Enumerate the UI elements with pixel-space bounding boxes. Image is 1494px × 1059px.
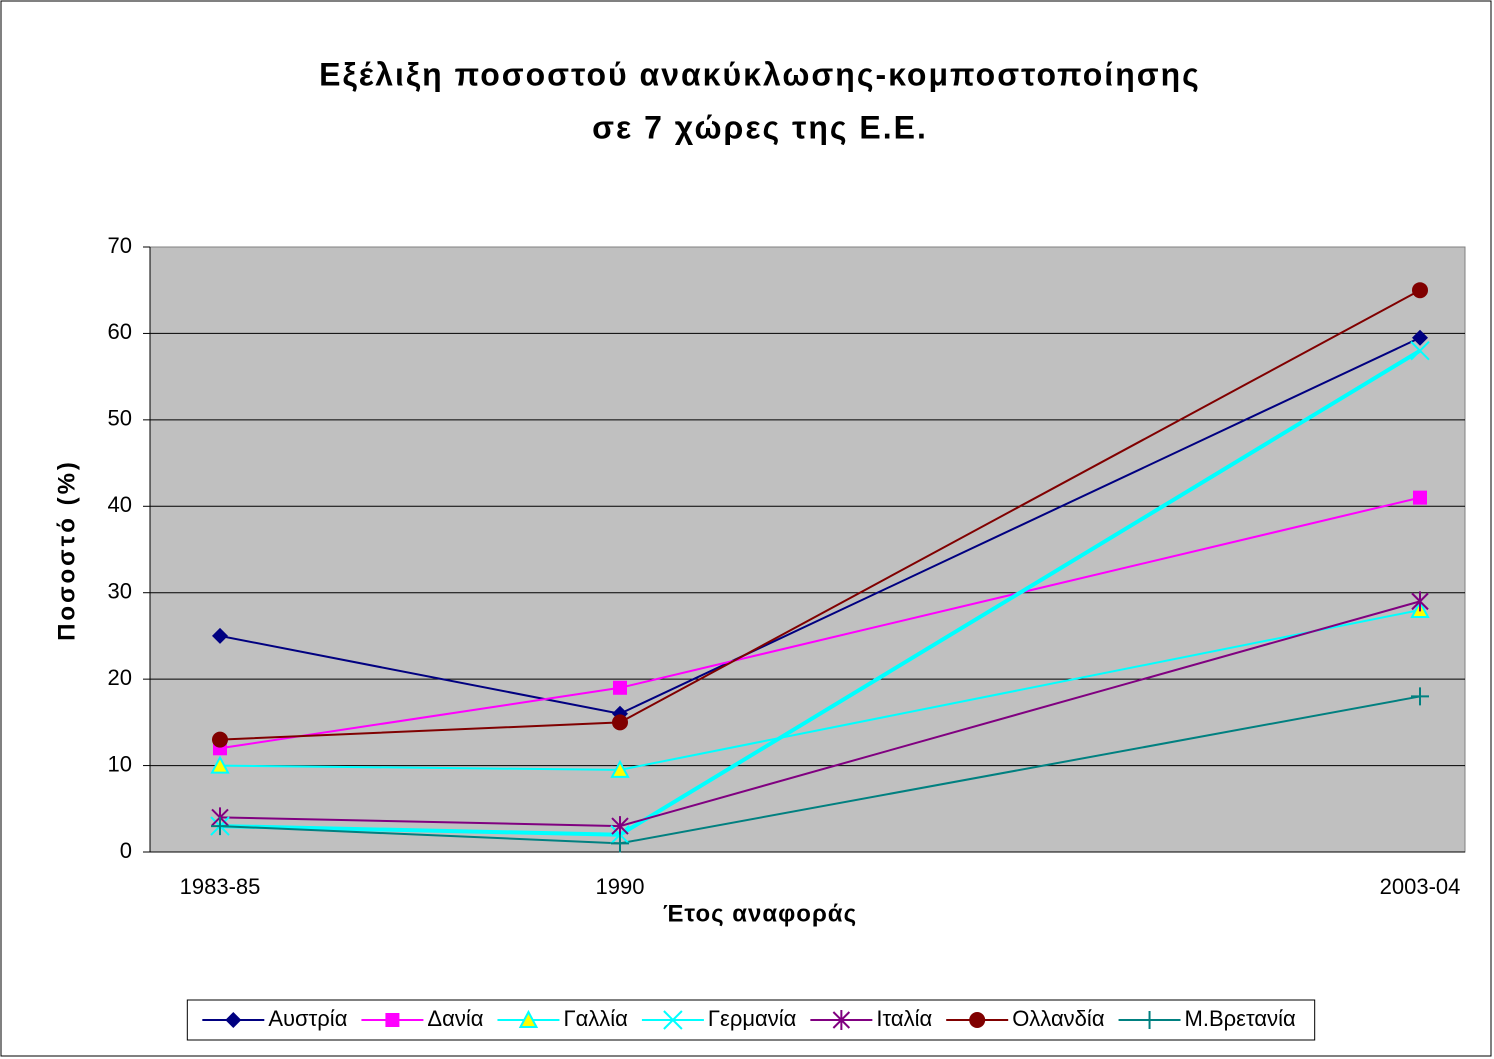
- plot: 0 10 20 30 40 50 60 70 1983-85 1990 2003-04 Αυστρία…: [108, 233, 1465, 1041]
- marker: [210, 755, 230, 774]
- x-tick-label: 1990: [596, 874, 645, 899]
- marker: [1410, 341, 1430, 361]
- legend-label: Γαλλία: [563, 1006, 628, 1031]
- legend-label: Μ.Βρετανία: [1185, 1006, 1296, 1031]
- marker: [612, 714, 628, 731]
- marker: [611, 816, 629, 837]
- x-tick-label: 2003-04: [1380, 874, 1461, 899]
- marker: [1412, 282, 1428, 299]
- marker: [1412, 329, 1428, 346]
- legend-label: Αυστρία: [268, 1006, 347, 1031]
- legend-marker: [663, 1010, 683, 1030]
- y-axis-label: Ποσοστό (%): [53, 459, 80, 641]
- legend-marker: [225, 1012, 242, 1028]
- legend-marker: [969, 1012, 986, 1028]
- legend-marker: [518, 1009, 539, 1028]
- chart-title: Εξέλιξη ποσοστού ανακύκλωσης-κομποστοποί…: [319, 56, 1201, 92]
- marker: [1413, 490, 1427, 505]
- y-tick-label: 50: [108, 406, 132, 431]
- legend-label: Ιταλία: [876, 1006, 932, 1031]
- legend-label: Δανία: [427, 1006, 483, 1031]
- legend-marker: [385, 1013, 400, 1027]
- x-tick-label: 1983-85: [180, 874, 261, 899]
- marker: [212, 731, 228, 748]
- marker: [613, 680, 627, 695]
- legend-marker: [832, 1010, 851, 1030]
- marker: [1411, 687, 1429, 706]
- marker: [211, 817, 229, 836]
- chart-title: σε 7 χώρες της Ε.Ε.: [592, 109, 928, 145]
- marker: [611, 834, 629, 853]
- legend-label: Ολλανδία: [1012, 1006, 1105, 1031]
- marker: [212, 627, 228, 644]
- x-axis-label: Έτος αναφοράς: [663, 900, 857, 927]
- legend: Αυστρία Δανία Γαλλία Γερμανία Ιταλία Ολλανδία…: [202, 1006, 1296, 1031]
- y-tick-label: 40: [108, 492, 132, 517]
- legend-label: Γερμανία: [708, 1006, 797, 1031]
- legend-marker: [1140, 1011, 1159, 1029]
- y-tick-label: 0: [120, 838, 132, 863]
- y-tick-label: 10: [108, 751, 132, 776]
- y-tick-label: 30: [108, 579, 132, 604]
- marker: [1411, 591, 1429, 612]
- plot-area: [149, 246, 1466, 853]
- marker: [610, 759, 630, 778]
- y-tick-label: 60: [108, 319, 132, 344]
- y-tick-label: 20: [108, 665, 132, 690]
- y-tick-label: 70: [108, 233, 132, 258]
